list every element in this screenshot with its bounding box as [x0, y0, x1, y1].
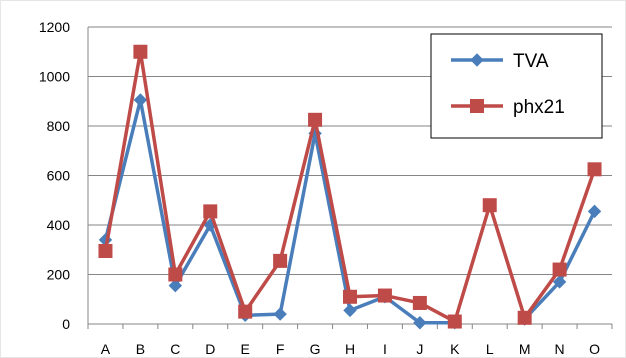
- data-point-diamond: [168, 278, 183, 293]
- data-point-square: [377, 288, 392, 303]
- legend-item: phx21: [451, 97, 565, 118]
- x-tick-label: B: [136, 341, 145, 357]
- y-tick-label: 1000: [39, 69, 70, 85]
- x-tick-label: K: [450, 341, 460, 357]
- x-tick-label: D: [205, 341, 215, 357]
- data-point-diamond: [273, 307, 287, 321]
- legend-label: TVA: [513, 51, 549, 72]
- y-tick-label: 0: [62, 316, 70, 332]
- data-point-diamond: [587, 204, 602, 219]
- x-tick-label: J: [416, 341, 423, 357]
- legend-item: TVA: [451, 51, 549, 72]
- x-tick-label: O: [589, 341, 600, 357]
- legend-label: phx21: [513, 97, 565, 118]
- data-point-square: [552, 262, 567, 277]
- x-tick-label: C: [170, 341, 180, 357]
- data-point-square: [203, 204, 218, 219]
- data-point-square: [98, 243, 113, 258]
- data-point-diamond: [133, 93, 148, 107]
- data-point-square: [482, 198, 497, 213]
- data-point-diamond: [470, 53, 484, 67]
- x-tick-label: H: [345, 341, 355, 357]
- x-tick-label: L: [486, 341, 494, 357]
- y-tick-label: 200: [47, 267, 71, 283]
- data-point-square: [470, 99, 484, 113]
- data-point-square: [133, 44, 148, 59]
- legend: TVA phx21: [430, 33, 603, 139]
- data-point-square: [273, 253, 288, 268]
- data-point-square: [168, 267, 183, 282]
- data-point-diamond: [552, 275, 567, 289]
- y-tick-label: 600: [47, 168, 71, 184]
- y-tick-label: 1200: [39, 19, 70, 35]
- x-tick-label: F: [276, 341, 285, 357]
- axes: 0 200 400 600 800 1000 1200 A B C D E F G H I J K L M N O: [39, 19, 613, 357]
- x-tick-label: M: [519, 341, 531, 357]
- x-tick-label: E: [241, 341, 250, 357]
- y-tick-label: 400: [47, 217, 71, 233]
- data-point-square: [587, 162, 602, 177]
- series-layer: [98, 44, 602, 330]
- data-point-square: [343, 289, 357, 304]
- x-tick-label: A: [101, 341, 111, 357]
- data-point-square: [517, 310, 532, 325]
- data-point-square: [447, 314, 462, 329]
- data-point-square: [238, 304, 253, 319]
- data-point-square: [308, 112, 323, 127]
- series-TVA: [98, 93, 602, 330]
- x-tick-label: N: [555, 341, 565, 357]
- data-point-diamond: [413, 316, 427, 330]
- y-tick-label: 800: [47, 118, 71, 134]
- data-point-square: [412, 295, 427, 310]
- x-tick-label: I: [383, 341, 387, 357]
- data-point-diamond: [343, 303, 357, 318]
- x-tick-label: G: [310, 341, 321, 357]
- series-phx21: [98, 44, 602, 329]
- legend-box: [430, 33, 603, 139]
